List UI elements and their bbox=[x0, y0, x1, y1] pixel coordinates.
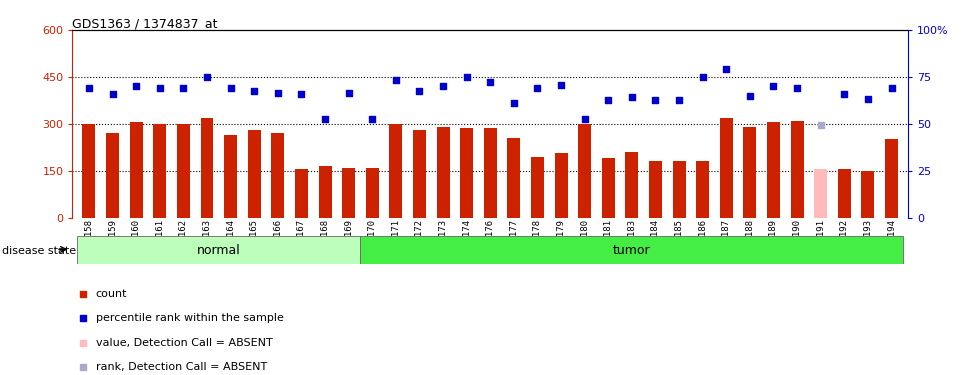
Point bbox=[554, 82, 569, 88]
Bar bbox=[271, 133, 284, 218]
Bar bbox=[790, 121, 804, 218]
Point bbox=[648, 98, 664, 104]
Bar bbox=[342, 168, 355, 217]
Point bbox=[152, 85, 167, 91]
Bar bbox=[672, 161, 686, 218]
Bar bbox=[649, 161, 662, 218]
Bar bbox=[319, 166, 331, 218]
Bar bbox=[579, 124, 591, 218]
Bar bbox=[838, 169, 851, 217]
Bar bbox=[602, 158, 614, 218]
Point bbox=[695, 74, 710, 80]
Text: disease state: disease state bbox=[2, 246, 76, 255]
Text: normal: normal bbox=[197, 244, 241, 257]
Point bbox=[884, 85, 899, 91]
Point bbox=[789, 85, 805, 91]
Bar bbox=[366, 168, 379, 217]
Bar bbox=[437, 127, 449, 218]
Point bbox=[601, 98, 616, 104]
Bar bbox=[507, 138, 521, 218]
Bar bbox=[554, 153, 568, 218]
Bar bbox=[625, 152, 639, 217]
Bar bbox=[744, 127, 756, 218]
Point bbox=[412, 88, 427, 94]
Point bbox=[529, 85, 545, 91]
Bar bbox=[696, 161, 709, 218]
Text: count: count bbox=[96, 289, 128, 299]
Point bbox=[294, 91, 309, 97]
Bar bbox=[129, 122, 143, 218]
Text: percentile rank within the sample: percentile rank within the sample bbox=[96, 313, 284, 323]
Bar bbox=[224, 135, 237, 218]
Bar bbox=[389, 124, 402, 218]
Bar bbox=[177, 124, 190, 218]
Bar bbox=[247, 130, 261, 218]
Bar bbox=[484, 128, 497, 217]
Bar bbox=[767, 122, 780, 218]
Bar bbox=[154, 124, 166, 218]
Bar bbox=[82, 124, 96, 218]
Bar bbox=[201, 117, 213, 218]
Bar bbox=[814, 169, 827, 217]
Bar bbox=[885, 140, 898, 218]
Point bbox=[582, 27, 597, 33]
Bar bbox=[720, 117, 733, 218]
Point bbox=[246, 88, 262, 94]
Point bbox=[388, 77, 404, 83]
Bar bbox=[531, 157, 544, 218]
Bar bbox=[862, 171, 874, 217]
Point bbox=[459, 74, 474, 80]
Point bbox=[81, 85, 97, 91]
Point bbox=[105, 91, 121, 97]
Bar bbox=[412, 130, 426, 218]
Bar bbox=[360, 236, 903, 264]
Text: value, Detection Call = ABSENT: value, Detection Call = ABSENT bbox=[96, 338, 272, 348]
Point bbox=[582, 248, 597, 254]
Point bbox=[317, 116, 332, 122]
Point bbox=[223, 85, 239, 91]
Bar bbox=[77, 236, 360, 264]
Point bbox=[436, 83, 451, 89]
Point bbox=[176, 85, 191, 91]
Bar bbox=[106, 133, 119, 218]
Point bbox=[577, 116, 592, 122]
Point bbox=[742, 93, 757, 99]
Point bbox=[482, 79, 498, 85]
Point bbox=[199, 74, 214, 80]
Point bbox=[813, 122, 829, 128]
Point bbox=[766, 83, 781, 89]
Point bbox=[719, 66, 734, 72]
Text: rank, Detection Call = ABSENT: rank, Detection Call = ABSENT bbox=[96, 362, 267, 372]
Point bbox=[624, 94, 639, 100]
Bar bbox=[295, 169, 308, 217]
Point bbox=[837, 91, 852, 97]
Point bbox=[860, 96, 875, 102]
Point bbox=[506, 100, 522, 106]
Text: GDS1363 / 1374837_at: GDS1363 / 1374837_at bbox=[72, 17, 218, 30]
Point bbox=[128, 83, 144, 89]
Bar bbox=[460, 128, 473, 217]
Point bbox=[270, 90, 286, 96]
Text: tumor: tumor bbox=[613, 244, 651, 257]
Point bbox=[671, 98, 687, 104]
Point bbox=[364, 116, 380, 122]
Point bbox=[341, 90, 356, 96]
